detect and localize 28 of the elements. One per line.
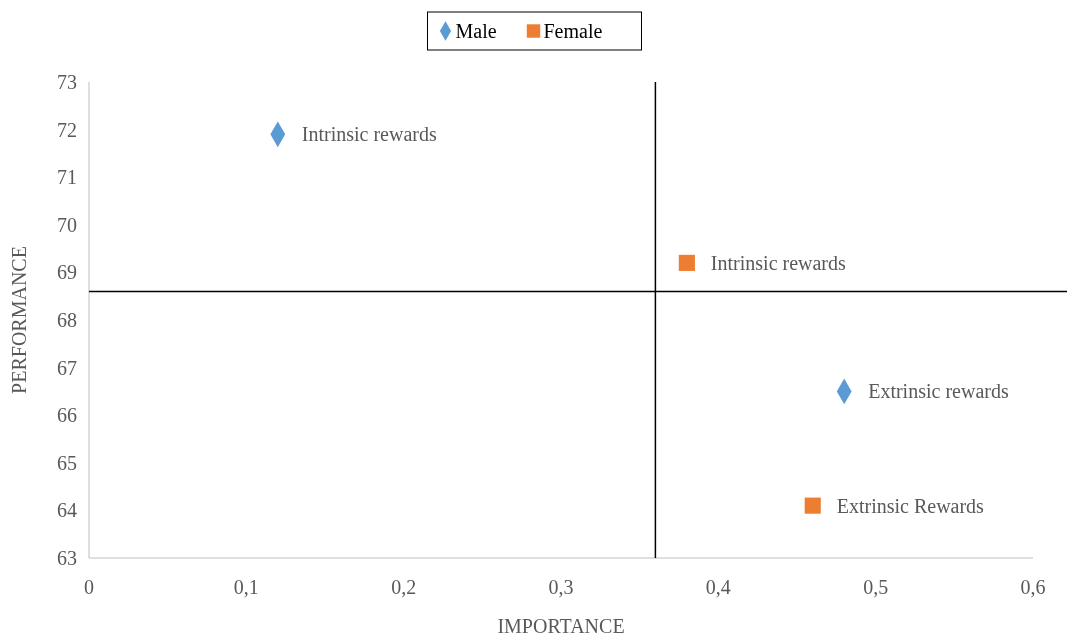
x-tick-label: 0,5 [863,576,889,598]
y-tick-label: 72 [57,118,77,141]
point [804,497,821,514]
y-tick-label: 68 [57,309,77,331]
annotation: Extrinsic Rewards [836,494,985,517]
y-tick-label: 64 [57,499,77,522]
y-tick-label: 65 [57,451,77,474]
x-tick-label: 0,3 [548,576,574,598]
x-tick-label: 0 [84,576,94,598]
legend-label: Male [455,20,497,42]
x-tick-label: 0,2 [391,576,417,598]
y-tick-label: 69 [57,261,77,284]
x-tick-label: 0,4 [705,576,731,598]
annotation: Intrinsic rewards [301,123,437,146]
annotation: Intrinsic rewards [710,251,847,274]
y-axis-title: PERFORMANCE [8,246,30,394]
x-tick-label: 0,1 [233,576,259,598]
legend-label: Female [543,20,603,42]
x-tick-label: 0,6 [1020,576,1046,598]
point [678,254,695,271]
y-tick-label: 70 [57,213,77,236]
y-tick-label: 66 [57,404,77,427]
annotation: Extrinsic rewards [868,380,1009,403]
y-tick-label: 67 [57,356,77,379]
y-tick-label: 63 [57,547,77,569]
x-axis-title: IMPORTANCE [497,615,625,637]
y-tick-label: 71 [57,166,77,189]
y-tick-label: 73 [57,71,77,93]
